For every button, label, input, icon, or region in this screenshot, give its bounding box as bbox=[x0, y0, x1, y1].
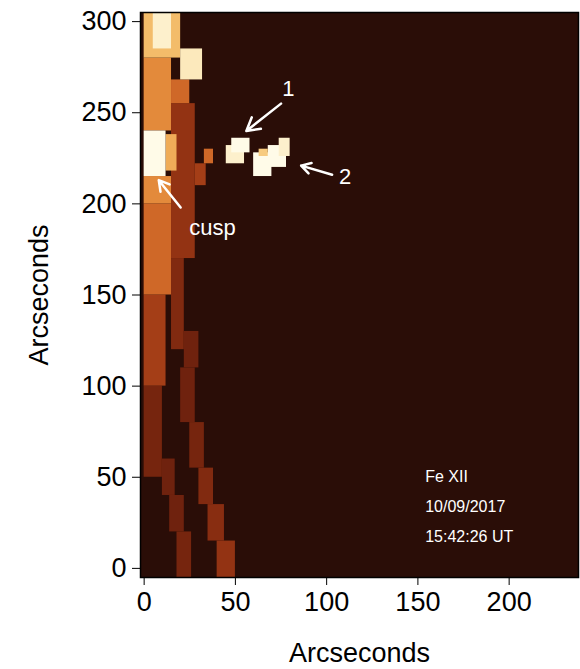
svg-text:50: 50 bbox=[96, 462, 126, 492]
svg-text:250: 250 bbox=[81, 97, 126, 127]
svg-text:1: 1 bbox=[282, 76, 294, 101]
svg-text:150: 150 bbox=[81, 280, 126, 310]
svg-text:15:42:26 UT: 15:42:26 UT bbox=[425, 528, 513, 545]
svg-text:300: 300 bbox=[81, 6, 126, 36]
svg-text:200: 200 bbox=[81, 189, 126, 219]
svg-text:50: 50 bbox=[220, 587, 250, 617]
svg-text:Arcseconds: Arcseconds bbox=[24, 224, 54, 365]
svg-text:150: 150 bbox=[395, 587, 440, 617]
svg-text:Arcseconds: Arcseconds bbox=[289, 638, 430, 668]
svg-text:0: 0 bbox=[111, 553, 126, 583]
svg-text:Fe XII: Fe XII bbox=[425, 468, 468, 485]
svg-text:200: 200 bbox=[487, 587, 532, 617]
svg-text:10/09/2017: 10/09/2017 bbox=[425, 498, 505, 515]
svg-text:2: 2 bbox=[339, 164, 351, 189]
svg-text:100: 100 bbox=[81, 371, 126, 401]
svg-text:100: 100 bbox=[304, 587, 349, 617]
svg-text:0: 0 bbox=[137, 587, 152, 617]
svg-text:cusp: cusp bbox=[189, 215, 235, 240]
